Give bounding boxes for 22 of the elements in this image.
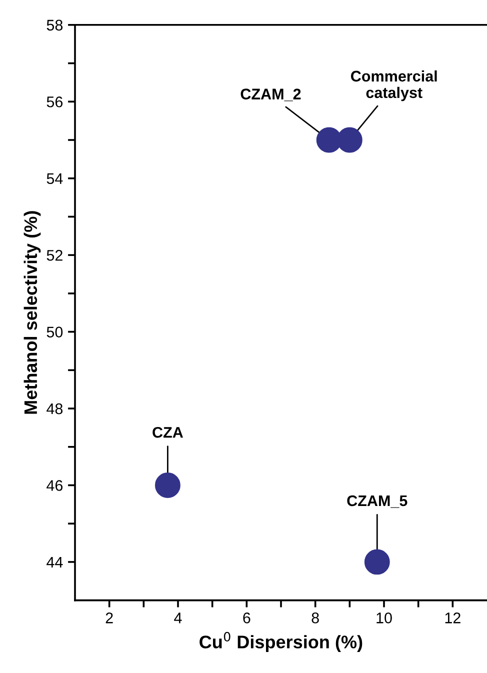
y-axis-title: Methanol selectivity (%) [24, 211, 41, 414]
annotation: Commercial catalyst [351, 70, 437, 102]
y-tick-label: 46 [46, 480, 63, 491]
y-tick-label: 44 [46, 556, 63, 568]
annotation: CZAM_5 [347, 495, 408, 508]
x-tick-label: 10 [376, 612, 392, 624]
annotation: CZAM_2 [240, 88, 301, 102]
point [154, 472, 180, 498]
x-tick-label: 6 [243, 612, 250, 624]
x-tick-label: 4 [174, 612, 182, 624]
y-tick-label: 50 [46, 326, 63, 338]
annotation: CZA [152, 426, 183, 438]
y-tick-label: 56 [46, 96, 63, 108]
y-tick-label: 52 [46, 250, 62, 261]
x-tick-label: 12 [445, 612, 460, 624]
y-tick-label: 54 [46, 173, 63, 184]
x-axis-title: Cu$^{0}$ Dispersion (%) [200, 632, 362, 652]
x-tick-label: 8 [312, 612, 319, 624]
y-tick-label: 58 [46, 20, 63, 31]
x-tick-label: 2 [106, 612, 113, 624]
point [364, 549, 390, 575]
y-tick-label: 48 [46, 403, 63, 414]
